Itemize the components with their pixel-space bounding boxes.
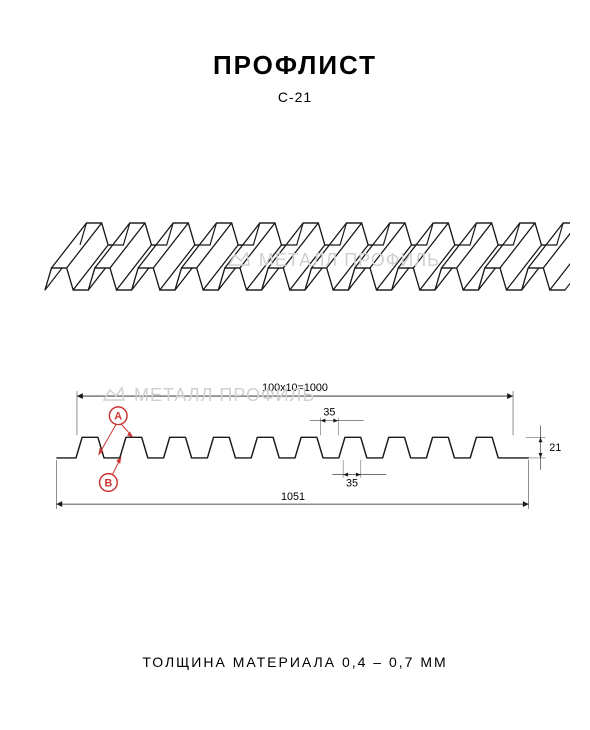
dimension-bottom-flat: 35 bbox=[332, 460, 386, 490]
dimension-top-flat: 35 bbox=[310, 407, 364, 436]
dim-height-text: 21 bbox=[549, 442, 561, 454]
dimension-top-width: 100x10=1000 bbox=[77, 382, 513, 435]
profile-path bbox=[56, 437, 528, 458]
subtitle: С-21 bbox=[278, 89, 312, 105]
page-title: ПРОФЛИСТ bbox=[213, 50, 377, 81]
profile-drawing: 100x10=1000 35 35 bbox=[20, 375, 570, 535]
dim-bottom-width-text: 1051 bbox=[281, 491, 305, 503]
marker-a-label: A bbox=[114, 411, 122, 423]
dimension-height: 21 bbox=[526, 426, 561, 470]
dim-bottom-flat-text: 35 bbox=[346, 477, 358, 489]
dimension-bottom-width: 1051 bbox=[56, 460, 528, 509]
perspective-drawing: МЕТАЛЛ ПРОФИЛЬ bbox=[20, 155, 570, 305]
dim-top-width-text: 100x10=1000 bbox=[262, 382, 328, 394]
thickness-label: ТОЛЩИНА МАТЕРИАЛА 0,4 – 0,7 ММ bbox=[0, 654, 590, 670]
marker-a: A bbox=[99, 407, 133, 455]
marker-b: B bbox=[100, 457, 122, 491]
marker-b-label: B bbox=[104, 477, 112, 489]
dim-top-flat-text: 35 bbox=[323, 407, 335, 419]
